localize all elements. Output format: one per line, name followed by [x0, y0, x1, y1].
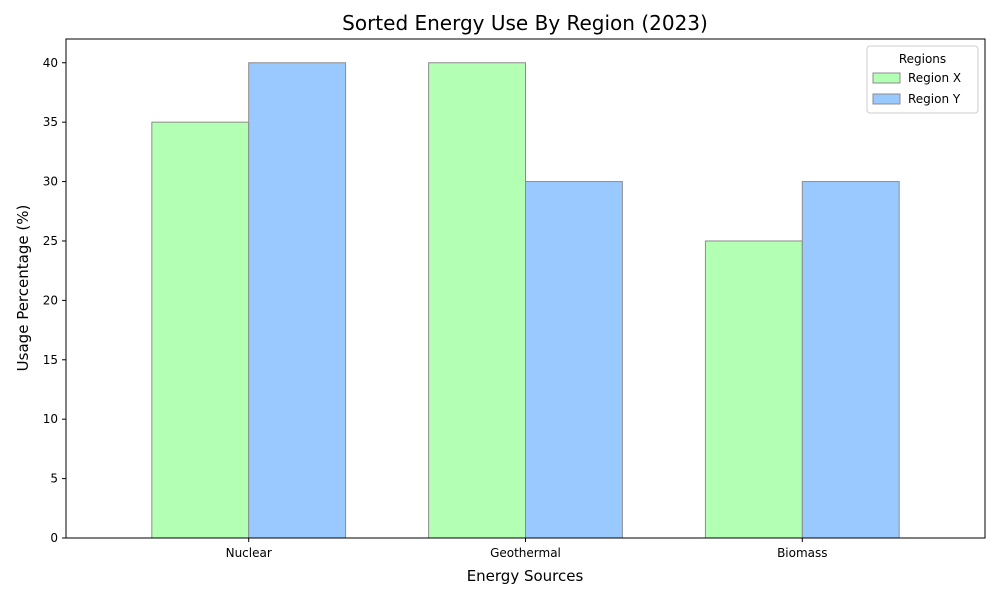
y-tick-label: 30	[43, 175, 58, 189]
plot-area: 0 5 10 15 20 25 30 35 40 Nuclear Geothermal Biomass	[43, 38, 986, 560]
x-tick-label-nuclear: Nuclear	[226, 546, 272, 560]
x-tick-label-geothermal: Geothermal	[490, 546, 561, 560]
bar-region-y-biomass	[801, 181, 900, 539]
legend-label-region-y: Region Y	[908, 92, 961, 106]
y-tick-label: 40	[43, 56, 58, 70]
legend-title: Regions	[899, 52, 946, 66]
y-axis-label: Usage Percentage (%)	[14, 205, 32, 372]
bar-region-x-geothermal	[428, 62, 526, 539]
bar-region-y-geothermal	[525, 181, 623, 539]
y-tick-label: 25	[43, 234, 58, 248]
y-tick-label: 35	[43, 115, 58, 129]
bar-region-x-biomass	[704, 240, 803, 539]
chart-title: Sorted Energy Use By Region (2023)	[342, 11, 708, 35]
legend-label-region-x: Region X	[908, 71, 961, 85]
y-tick-label: 5	[50, 472, 58, 486]
bar-region-x-nuclear	[151, 121, 250, 539]
legend: Regions Region X Region Y	[866, 45, 979, 114]
y-tick-label: 15	[43, 353, 58, 367]
x-tick-label-biomass: Biomass	[777, 546, 827, 560]
legend-swatch-region-x	[872, 72, 901, 84]
y-tick-label: 10	[43, 412, 58, 426]
bar-region-y-nuclear	[248, 62, 347, 539]
x-axis-label: Energy Sources	[467, 567, 584, 585]
legend-swatch-region-y	[872, 93, 901, 105]
y-tick-label: 0	[50, 531, 58, 545]
y-tick-label: 20	[43, 293, 58, 307]
